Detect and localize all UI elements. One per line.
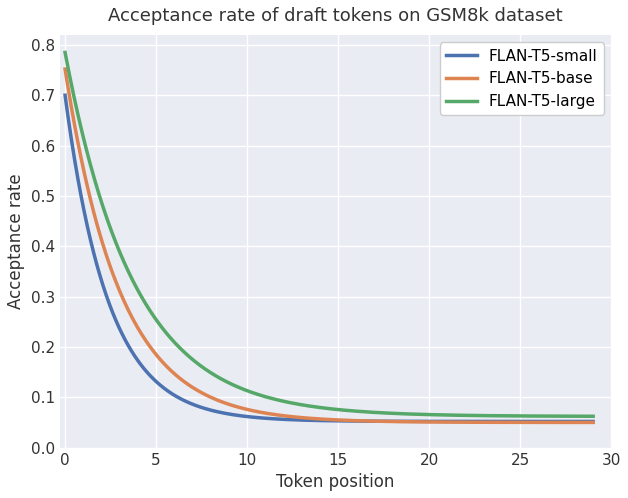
Line: FLAN-T5-base: FLAN-T5-base [65, 69, 593, 422]
FLAN-T5-base [347, 417, 355, 423]
Y-axis label: Acceptance rate: Acceptance rate [7, 173, 25, 309]
FLAN-T5-base [62, 66, 69, 72]
FLAN-T5-large [315, 404, 323, 410]
FLAN-T5-large [312, 404, 320, 410]
Line: FLAN-T5-large: FLAN-T5-large [65, 52, 593, 416]
FLAN-T5-large [62, 49, 69, 55]
Legend: FLAN-T5-small, FLAN-T5-base, FLAN-T5-large: FLAN-T5-small, FLAN-T5-base, FLAN-T5-lar… [440, 42, 604, 115]
FLAN-T5-small [312, 417, 320, 423]
FLAN-T5-large [376, 410, 383, 416]
FLAN-T5-base [315, 416, 323, 422]
FLAN-T5-large [347, 408, 355, 414]
FLAN-T5-base [312, 416, 320, 422]
FLAN-T5-base [494, 419, 502, 425]
FLAN-T5-base [376, 418, 383, 424]
FLAN-T5-large [577, 413, 584, 419]
FLAN-T5-base [577, 419, 584, 425]
FLAN-T5-small [577, 418, 584, 424]
FLAN-T5-small [376, 418, 383, 424]
FLAN-T5-small [347, 418, 355, 424]
FLAN-T5-base [590, 419, 597, 425]
FLAN-T5-small [590, 418, 597, 424]
FLAN-T5-small [62, 92, 69, 98]
FLAN-T5-small [494, 418, 502, 424]
X-axis label: Token position: Token position [276, 473, 394, 491]
FLAN-T5-small [315, 417, 323, 423]
Line: FLAN-T5-small: FLAN-T5-small [65, 95, 593, 421]
Title: Acceptance rate of draft tokens on GSM8k dataset: Acceptance rate of draft tokens on GSM8k… [108, 7, 563, 25]
FLAN-T5-large [590, 413, 597, 419]
FLAN-T5-large [494, 413, 502, 419]
